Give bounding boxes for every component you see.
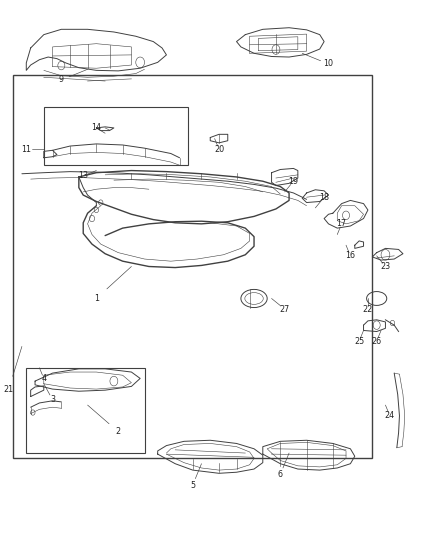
Text: 13: 13	[78, 172, 88, 180]
Text: 1: 1	[94, 294, 99, 303]
Text: 3: 3	[50, 395, 55, 404]
Text: 27: 27	[279, 305, 290, 313]
Text: 5: 5	[190, 481, 195, 489]
Text: 25: 25	[354, 337, 364, 345]
Bar	[13, 75, 372, 458]
Text: 2: 2	[116, 427, 121, 436]
Bar	[26, 368, 145, 453]
Text: 14: 14	[92, 124, 101, 132]
Text: 17: 17	[336, 220, 347, 228]
Text: 11: 11	[21, 145, 31, 154]
Bar	[44, 107, 188, 165]
Text: 16: 16	[346, 252, 355, 260]
Text: 26: 26	[371, 337, 382, 345]
Text: 20: 20	[214, 145, 224, 154]
Text: 24: 24	[385, 411, 395, 420]
Text: 21: 21	[4, 385, 14, 393]
Text: 23: 23	[380, 262, 391, 271]
Text: 19: 19	[288, 177, 299, 185]
Text: 22: 22	[363, 305, 373, 313]
Text: 9: 9	[59, 76, 64, 84]
Text: 6: 6	[278, 470, 283, 479]
Text: 10: 10	[324, 60, 333, 68]
Text: 18: 18	[319, 193, 329, 201]
Text: 4: 4	[41, 374, 46, 383]
